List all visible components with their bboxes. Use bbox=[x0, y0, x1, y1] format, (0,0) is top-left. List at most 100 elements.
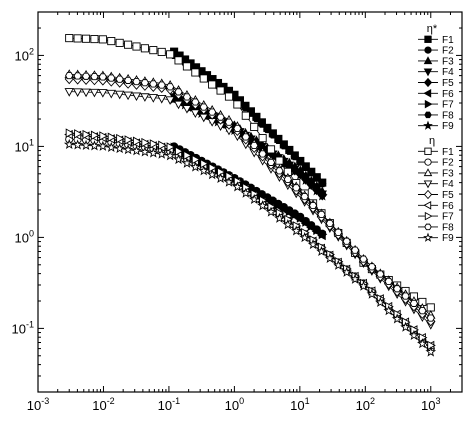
data-point bbox=[233, 100, 242, 109]
series-line bbox=[69, 134, 432, 346]
data-point bbox=[73, 72, 82, 80]
legend-label: F2 bbox=[442, 158, 454, 169]
series-steady-2 bbox=[65, 135, 435, 353]
legend-item: F1 bbox=[418, 35, 454, 46]
data-point bbox=[307, 238, 319, 250]
data-point bbox=[233, 124, 242, 133]
data-point bbox=[299, 231, 310, 243]
data-point bbox=[72, 88, 83, 97]
data-point bbox=[285, 206, 295, 217]
legend-label: F6 bbox=[442, 201, 454, 212]
data-point bbox=[224, 118, 234, 126]
data-point bbox=[132, 42, 141, 51]
data-point bbox=[300, 174, 312, 185]
data-point bbox=[376, 270, 385, 278]
data-point bbox=[342, 237, 351, 245]
data-point bbox=[274, 200, 284, 210]
data-point bbox=[216, 113, 225, 121]
legend-marker bbox=[424, 111, 432, 119]
data-point bbox=[148, 94, 159, 103]
data-point bbox=[301, 163, 310, 172]
data-point bbox=[240, 187, 252, 198]
data-point bbox=[81, 34, 91, 43]
data-point bbox=[401, 292, 410, 300]
y-tick-label: 100 bbox=[15, 228, 34, 245]
legend-marker bbox=[424, 223, 432, 231]
data-point bbox=[81, 88, 91, 98]
legend-marker bbox=[423, 56, 433, 65]
data-point bbox=[166, 142, 176, 152]
data-point bbox=[223, 176, 235, 187]
data-point bbox=[305, 179, 317, 191]
legend-label: F6 bbox=[442, 89, 454, 100]
data-point bbox=[216, 86, 225, 95]
y-tick-label: 102 bbox=[15, 46, 34, 63]
data-point bbox=[282, 219, 294, 230]
legend-item: F5 bbox=[418, 189, 454, 201]
data-point bbox=[190, 109, 201, 118]
y-axis-tick-labels: 10-1 100 101 102 bbox=[12, 46, 34, 336]
data-point bbox=[156, 148, 168, 159]
legend-marker bbox=[423, 168, 433, 177]
data-point bbox=[156, 94, 167, 104]
data-point bbox=[257, 200, 268, 211]
legend-item: F3 bbox=[418, 56, 454, 67]
legend-label: F3 bbox=[442, 56, 454, 67]
x-axis-tick-labels: 10-3 10-2 10-1 100 101 102 103 bbox=[27, 396, 441, 413]
data-point bbox=[114, 142, 126, 154]
data-point bbox=[409, 299, 419, 307]
data-point bbox=[248, 193, 260, 205]
legend-item: F8 bbox=[418, 222, 454, 233]
y-tick-label: 101 bbox=[15, 137, 34, 154]
data-point bbox=[200, 158, 209, 169]
data-point bbox=[290, 153, 299, 161]
data-point bbox=[400, 321, 411, 332]
data-point bbox=[141, 137, 150, 148]
legend-item: F4 bbox=[418, 179, 454, 190]
legend-marker bbox=[423, 180, 433, 189]
data-point bbox=[140, 79, 150, 87]
data-point bbox=[181, 157, 193, 168]
data-point bbox=[116, 133, 125, 144]
plot-frame bbox=[37, 11, 463, 393]
legend-label: F7 bbox=[442, 100, 454, 111]
legend-item: F6 bbox=[418, 201, 454, 212]
legend-marker bbox=[423, 189, 433, 200]
data-point bbox=[267, 150, 279, 161]
data-point bbox=[408, 329, 420, 341]
series-steady-9 bbox=[63, 138, 437, 357]
data-point bbox=[268, 131, 277, 139]
data-point bbox=[199, 103, 208, 111]
legend-label: F9 bbox=[442, 121, 454, 132]
data-point bbox=[291, 209, 300, 220]
legend-item: F5 bbox=[418, 77, 454, 89]
data-point bbox=[426, 314, 435, 322]
data-point bbox=[114, 90, 125, 100]
legend-marker bbox=[424, 211, 433, 221]
legend-marker bbox=[423, 77, 433, 88]
legend-marker bbox=[424, 158, 432, 166]
axis-ticks bbox=[37, 11, 463, 393]
data-point bbox=[269, 196, 278, 207]
data-point bbox=[198, 165, 210, 176]
data-point bbox=[107, 132, 117, 142]
data-point bbox=[105, 141, 117, 153]
data-point bbox=[166, 83, 175, 91]
data-point bbox=[208, 108, 217, 116]
legend-label: F4 bbox=[442, 67, 454, 78]
data-point bbox=[258, 134, 267, 143]
x-tick-label: 10-2 bbox=[92, 396, 114, 413]
legend-group-title: η bbox=[429, 135, 435, 147]
data-point bbox=[325, 219, 334, 227]
legend-marker bbox=[423, 232, 433, 242]
data-point bbox=[182, 62, 191, 71]
data-point bbox=[317, 210, 326, 218]
data-point bbox=[350, 246, 360, 254]
data-point bbox=[312, 174, 321, 182]
legend-item: F7 bbox=[418, 100, 454, 111]
data-point bbox=[426, 303, 435, 312]
data-point bbox=[252, 115, 261, 123]
data-point bbox=[82, 129, 92, 140]
legend-label: F5 bbox=[442, 78, 454, 89]
